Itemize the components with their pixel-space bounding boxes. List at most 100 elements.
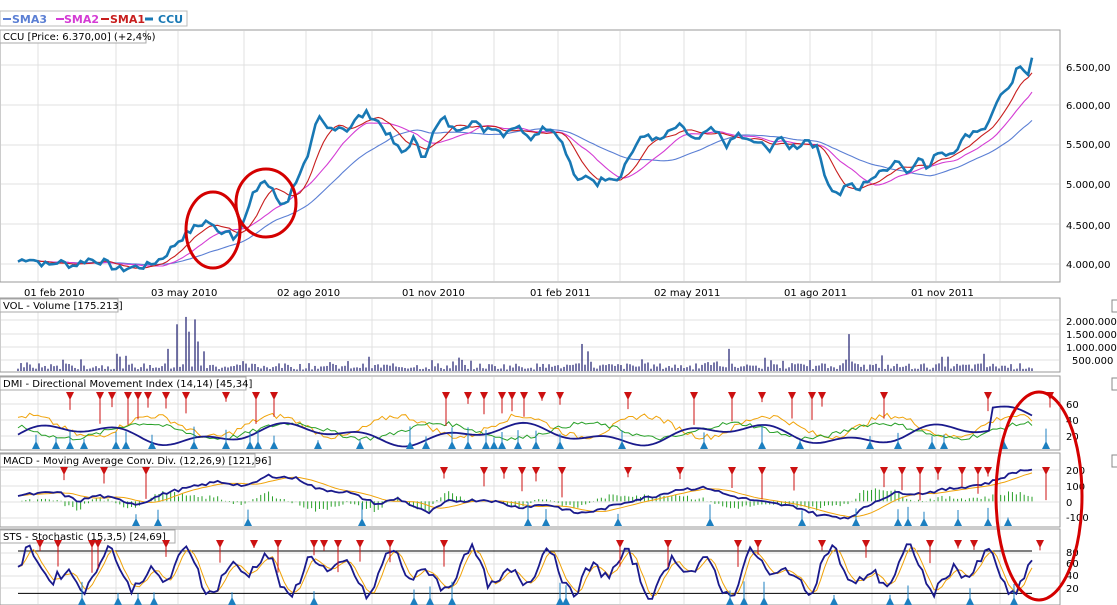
sell-marker [974,467,982,475]
sell-marker [498,392,506,400]
y-tick-label: 80 [1066,548,1079,559]
buy-marker [866,441,874,449]
buy-marker [920,518,928,526]
buy-marker [112,441,120,449]
panel-frames [0,29,1061,605]
sell-marker [808,392,816,400]
buy-marker [270,441,278,449]
buy-marker [966,597,974,605]
sell-marker [538,392,546,400]
x-tick-label: 01 ago 2011 [784,288,847,299]
sell-marker [520,392,528,400]
buy-marker [358,518,366,526]
sell-marker [1036,540,1044,548]
buy-marker [426,597,434,605]
buy-marker [422,441,430,449]
sell-marker [984,392,992,400]
sell-marker [728,392,736,400]
buy-marker [614,518,622,526]
sell-marker [464,392,472,400]
x-tick-label: 01 nov 2011 [911,288,974,299]
buy-marker [254,441,262,449]
buy-marker [134,597,142,605]
buy-marker [32,441,40,449]
y-tick-label: -100 [1066,513,1089,524]
buy-marker [562,597,570,605]
y-tick-label: 2.000.000 [1066,317,1117,328]
buy-marker [798,518,806,526]
sell-marker [216,540,224,548]
buy-marker [886,597,894,605]
legend-label-ccu: CCU [158,13,183,26]
buy-marker [66,441,74,449]
x-tick-label: 02 ago 2010 [277,288,340,299]
macd-panel-title: MACD - Moving Average Conv. Div. (12,26,… [3,456,271,467]
sell-marker [144,392,152,400]
dmi-panel [0,375,1061,451]
sell-marker [36,540,44,548]
buy-marker [954,518,962,526]
annotation-ellipse [994,390,1084,602]
buy-marker [222,441,230,449]
y-tick-label: 100 [1066,482,1085,493]
buy-marker [904,518,912,526]
sell-marker [532,467,540,475]
buy-marker [310,597,318,605]
sell-marker [386,540,394,548]
buy-marker [52,441,60,449]
sell-marker [162,540,170,548]
buy-marker [524,518,532,526]
buy-marker [542,518,550,526]
buy-marker [984,518,992,526]
y-tick-label: 500.000 [1072,356,1113,367]
y-tick-label: 40 [1066,571,1079,582]
buy-marker [154,518,162,526]
sell-marker [480,392,488,400]
sell-marker [624,467,632,475]
sell-marker [862,540,870,548]
buy-marker [760,597,768,605]
volume-y-axis: 2.000.000 1.500.000 1.000.000 500.000 [1066,317,1117,367]
dmi-y-axis: 60 40 20 [1066,400,1079,443]
sell-marker [518,467,526,475]
buy-marker [448,597,456,605]
dmi-plus-line [17,412,1033,441]
signal-markers [32,392,1054,605]
buy-marker [514,441,522,449]
y-tick-label: 5.500,00 [1066,140,1111,151]
legend-label-sma3: SMA3 [12,13,47,26]
annotation-circle [234,167,298,239]
sell-marker [790,467,798,475]
sell-marker [880,467,888,475]
buy-marker [706,518,714,526]
sell-marker [818,540,826,548]
macd-y-axis: 200 100 0 -100 [1066,466,1089,524]
sell-marker [758,392,766,400]
y-tick-label: 60 [1066,400,1079,411]
sell-marker [926,540,934,548]
series-line-sma3 [17,120,1033,266]
buy-marker [314,441,322,449]
sell-marker [480,467,488,475]
sell-marker [94,540,102,548]
buy-marker [148,441,156,449]
macd-line [17,468,1033,520]
sell-marker [690,392,698,400]
sell-marker [124,392,132,400]
buy-marker [1010,597,1018,605]
sell-marker [676,467,684,475]
sell-marker [508,392,516,400]
buy-marker [940,441,948,449]
sell-marker [320,540,328,548]
sell-marker [558,467,566,475]
y-tick-label: 5.000,00 [1066,180,1111,191]
buy-marker [150,597,158,605]
sts-grid [1,530,1059,604]
sell-marker [356,540,364,548]
sell-marker [898,467,906,475]
buy-marker [78,597,86,605]
series-line-sma2 [17,91,1033,267]
sell-marker [758,467,766,475]
sell-marker [182,392,190,400]
buy-marker [796,441,804,449]
